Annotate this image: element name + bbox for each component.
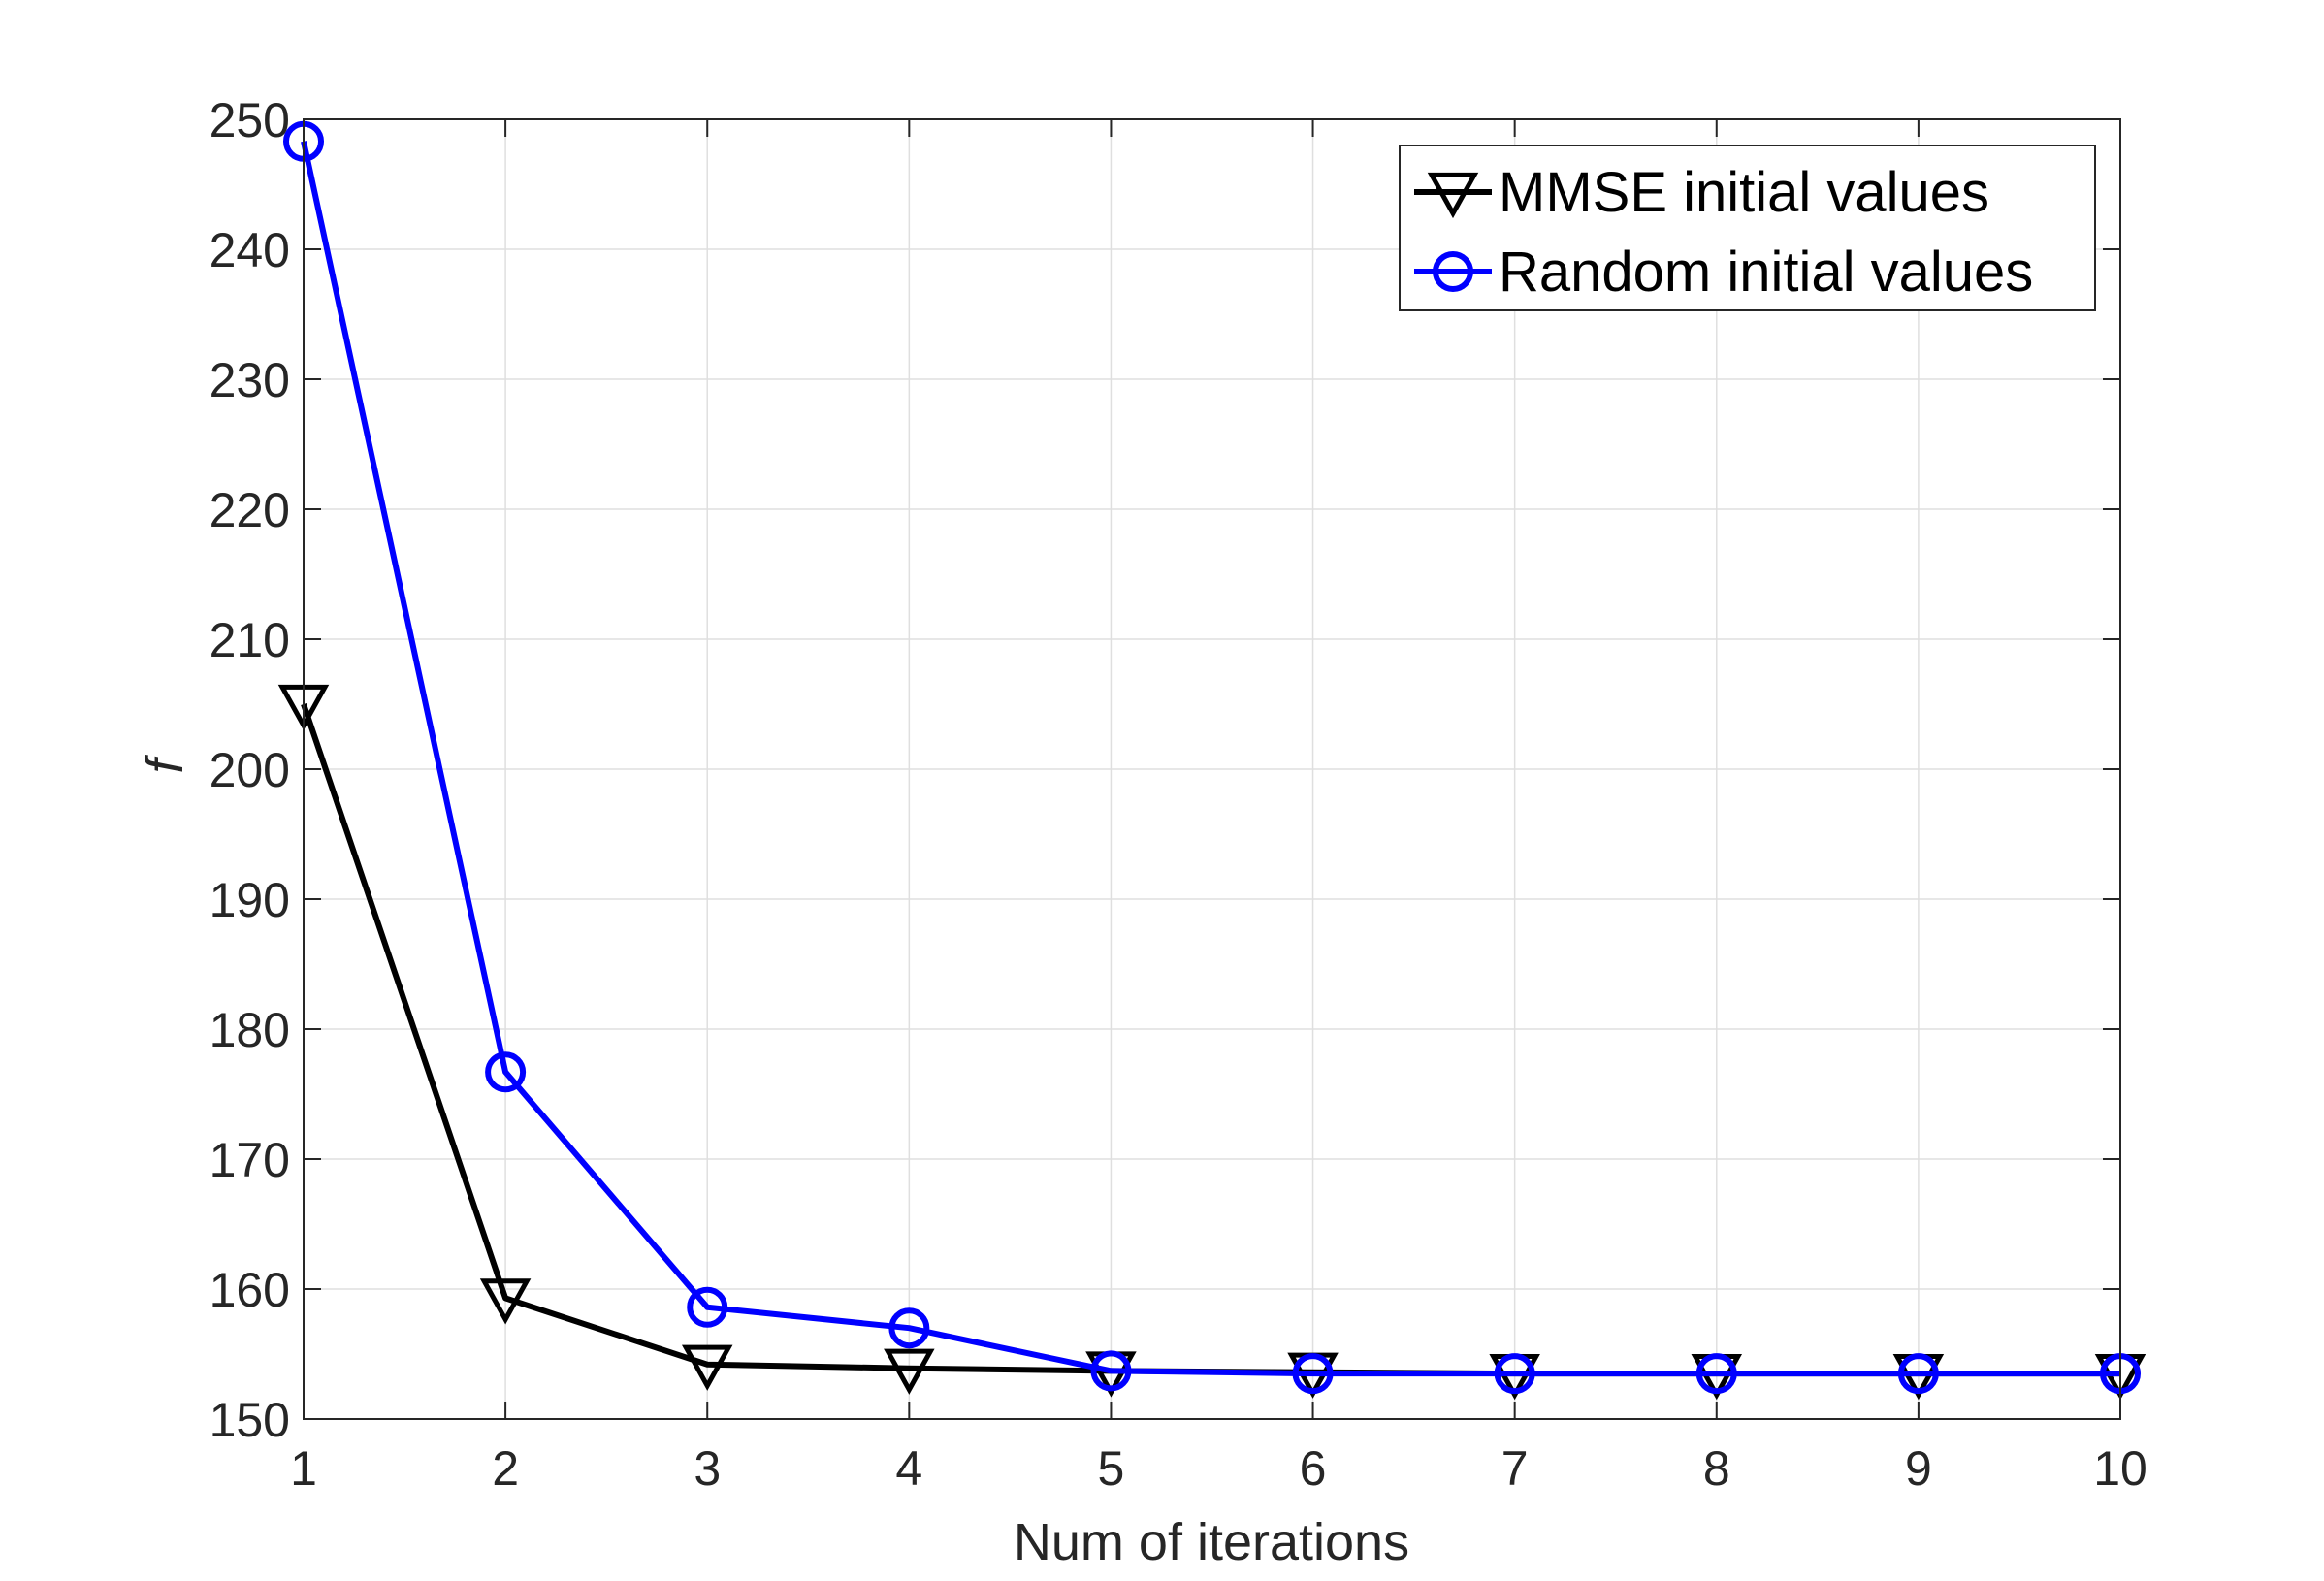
legend-triangle-marker <box>1427 172 1479 219</box>
y-tick-label: 150 <box>210 1393 290 1447</box>
series-line <box>301 141 2120 1377</box>
data-point <box>884 1348 935 1395</box>
y-axis-label: f <box>136 755 194 774</box>
y-tick-label: 230 <box>210 353 290 407</box>
legend-box <box>1399 145 2096 311</box>
x-tick-label: 3 <box>694 1441 721 1496</box>
data-point <box>1897 1353 1939 1395</box>
grid-lines <box>303 118 2121 1420</box>
y-tick-label: 170 <box>210 1133 290 1187</box>
x-tick-label: 8 <box>1703 1441 1730 1496</box>
x-tick-label: 5 <box>1098 1441 1125 1496</box>
legend-label: Random initial values <box>1499 241 2033 304</box>
data-point <box>1292 1353 1334 1395</box>
x-tick-label: 6 <box>1300 1441 1327 1496</box>
x-tick-labels: 1 2 3 4 5 6 7 8 9 10 <box>290 1441 2147 1496</box>
data-point <box>1090 1350 1132 1392</box>
y-tick-label: 210 <box>210 613 290 667</box>
legend: MMSE initial values Random initial values <box>1399 145 2096 311</box>
x-axis-label: Num of iterations <box>1014 1513 1409 1571</box>
y-tick-label: 220 <box>210 483 290 537</box>
series-2 <box>283 120 2141 1395</box>
legend-entry: MMSE initial values <box>1414 161 1989 224</box>
y-tick-labels: 150 160 170 180 190 200 210 220 230 240 250 <box>210 93 290 1447</box>
data-point <box>1695 1353 1737 1395</box>
x-tick-label: 7 <box>1501 1441 1529 1496</box>
legend-label: MMSE initial values <box>1499 161 1989 224</box>
x-tick-label: 2 <box>492 1441 519 1496</box>
x-tick-label: 9 <box>1905 1441 1932 1496</box>
x-tick-label: 1 <box>290 1441 317 1496</box>
y-tick-label: 250 <box>210 93 290 147</box>
data-point <box>479 1278 532 1325</box>
x-tick-label: 10 <box>2093 1441 2147 1496</box>
x-tick-label: 4 <box>895 1441 922 1496</box>
data-point <box>888 1307 930 1349</box>
data-point <box>681 1344 733 1391</box>
data-point <box>485 1051 527 1093</box>
y-tick-label: 240 <box>210 223 290 277</box>
series-layer <box>277 120 2146 1401</box>
y-tick-label: 180 <box>210 1003 290 1057</box>
axis-ticks <box>303 118 2121 1420</box>
y-tick-label: 160 <box>210 1263 290 1317</box>
legend-circle-marker <box>1433 251 1473 292</box>
data-point <box>1494 1353 1535 1395</box>
data-point <box>687 1286 728 1328</box>
y-tick-label: 200 <box>210 743 290 797</box>
legend-entry: Random initial values <box>1414 241 2033 304</box>
y-tick-label: 190 <box>210 873 290 927</box>
